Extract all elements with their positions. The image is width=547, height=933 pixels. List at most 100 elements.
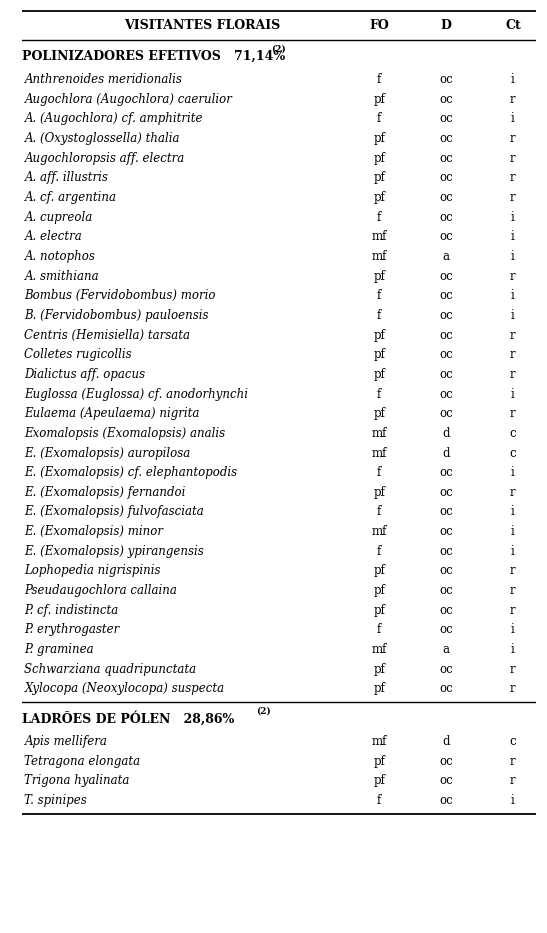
Text: A. electra: A. electra <box>25 230 82 244</box>
Text: oc: oc <box>439 172 453 185</box>
Text: pf: pf <box>373 132 385 145</box>
Text: pf: pf <box>373 755 385 768</box>
Text: f: f <box>377 211 381 224</box>
Text: i: i <box>511 623 515 636</box>
Text: r: r <box>510 564 516 578</box>
Text: A. (Augochlora) cf. amphitrite: A. (Augochlora) cf. amphitrite <box>25 112 203 125</box>
Text: pf: pf <box>373 270 385 283</box>
Text: LADRÕES DE PÓLEN   28,86%: LADRÕES DE PÓLEN 28,86% <box>22 711 234 725</box>
Text: B. (Fervidobombus) pauloensis: B. (Fervidobombus) pauloensis <box>25 309 209 322</box>
Text: oc: oc <box>439 348 453 361</box>
Text: oc: oc <box>439 270 453 283</box>
Text: E. (Exomalopsis) ypirangensis: E. (Exomalopsis) ypirangensis <box>25 545 204 558</box>
Text: oc: oc <box>439 623 453 636</box>
Text: pf: pf <box>373 191 385 204</box>
Text: oc: oc <box>439 191 453 204</box>
Text: oc: oc <box>439 407 453 420</box>
Text: f: f <box>377 387 381 400</box>
Text: A. notophos: A. notophos <box>25 250 95 263</box>
Text: Colletes rugicollis: Colletes rugicollis <box>25 348 132 361</box>
Text: mf: mf <box>371 525 387 538</box>
Text: Trigona hyalinata: Trigona hyalinata <box>25 774 130 787</box>
Text: r: r <box>510 92 516 105</box>
Text: oc: oc <box>439 774 453 787</box>
Text: i: i <box>511 794 515 807</box>
Text: E. (Exomalopsis) cf. elephantopodis: E. (Exomalopsis) cf. elephantopodis <box>25 466 237 480</box>
Text: r: r <box>510 662 516 675</box>
Text: E. (Exomalopsis) fernandoi: E. (Exomalopsis) fernandoi <box>25 486 186 499</box>
Text: pf: pf <box>373 348 385 361</box>
Text: c: c <box>510 447 516 460</box>
Text: d: d <box>443 427 450 439</box>
Text: FO: FO <box>369 20 389 33</box>
Text: pf: pf <box>373 407 385 420</box>
Text: r: r <box>510 348 516 361</box>
Text: oc: oc <box>439 289 453 302</box>
Text: oc: oc <box>439 230 453 244</box>
Text: r: r <box>510 270 516 283</box>
Text: i: i <box>511 643 515 656</box>
Text: i: i <box>511 250 515 263</box>
Text: f: f <box>377 794 381 807</box>
Text: oc: oc <box>439 486 453 499</box>
Text: f: f <box>377 623 381 636</box>
Text: mf: mf <box>371 735 387 748</box>
Text: A. cupreola: A. cupreola <box>25 211 92 224</box>
Text: mf: mf <box>371 643 387 656</box>
Text: r: r <box>510 774 516 787</box>
Text: oc: oc <box>439 92 453 105</box>
Text: oc: oc <box>439 584 453 597</box>
Text: pf: pf <box>373 172 385 185</box>
Text: i: i <box>511 387 515 400</box>
Text: Xylocopa (Neoxylocopa) suspecta: Xylocopa (Neoxylocopa) suspecta <box>25 682 225 695</box>
Text: Bombus (Fervidobombus) morio: Bombus (Fervidobombus) morio <box>25 289 216 302</box>
Text: Ct: Ct <box>505 20 521 33</box>
Text: r: r <box>510 407 516 420</box>
Text: f: f <box>377 289 381 302</box>
Text: oc: oc <box>439 682 453 695</box>
Text: oc: oc <box>439 387 453 400</box>
Text: Anthrenoides meridionalis: Anthrenoides meridionalis <box>25 73 182 86</box>
Text: Eulaema (Apeulaema) nigrita: Eulaema (Apeulaema) nigrita <box>25 407 200 420</box>
Text: pf: pf <box>373 604 385 617</box>
Text: i: i <box>511 466 515 480</box>
Text: oc: oc <box>439 604 453 617</box>
Text: r: r <box>510 328 516 341</box>
Text: oc: oc <box>439 368 453 381</box>
Text: oc: oc <box>439 662 453 675</box>
Text: f: f <box>377 309 381 322</box>
Text: oc: oc <box>439 328 453 341</box>
Text: r: r <box>510 152 516 164</box>
Text: Tetragona elongata: Tetragona elongata <box>25 755 141 768</box>
Text: POLINIZADORES EFETIVOS   71,14%: POLINIZADORES EFETIVOS 71,14% <box>22 49 285 63</box>
Text: E. (Exomalopsis) minor: E. (Exomalopsis) minor <box>25 525 164 538</box>
Text: r: r <box>510 755 516 768</box>
Text: mf: mf <box>371 230 387 244</box>
Text: Augochlora (Augochlora) caerulior: Augochlora (Augochlora) caerulior <box>25 92 232 105</box>
Text: P. erythrogaster: P. erythrogaster <box>25 623 120 636</box>
Text: r: r <box>510 172 516 185</box>
Text: mf: mf <box>371 250 387 263</box>
Text: oc: oc <box>439 564 453 578</box>
Text: i: i <box>511 211 515 224</box>
Text: mf: mf <box>371 447 387 460</box>
Text: f: f <box>377 506 381 519</box>
Text: f: f <box>377 545 381 558</box>
Text: pf: pf <box>373 152 385 164</box>
Text: Exomalopsis (Exomalopsis) analis: Exomalopsis (Exomalopsis) analis <box>25 427 225 439</box>
Text: pf: pf <box>373 774 385 787</box>
Text: oc: oc <box>439 545 453 558</box>
Text: oc: oc <box>439 755 453 768</box>
Text: A. (Oxystoglossella) thalia: A. (Oxystoglossella) thalia <box>25 132 180 145</box>
Text: oc: oc <box>439 506 453 519</box>
Text: i: i <box>511 525 515 538</box>
Text: Apis mellifera: Apis mellifera <box>25 735 107 748</box>
Text: pf: pf <box>373 682 385 695</box>
Text: pf: pf <box>373 584 385 597</box>
Text: Lophopedia nigrispinis: Lophopedia nigrispinis <box>25 564 161 578</box>
Text: E. (Exomalopsis) auropilosa: E. (Exomalopsis) auropilosa <box>25 447 191 460</box>
Text: r: r <box>510 584 516 597</box>
Text: oc: oc <box>439 211 453 224</box>
Text: f: f <box>377 73 381 86</box>
Text: oc: oc <box>439 466 453 480</box>
